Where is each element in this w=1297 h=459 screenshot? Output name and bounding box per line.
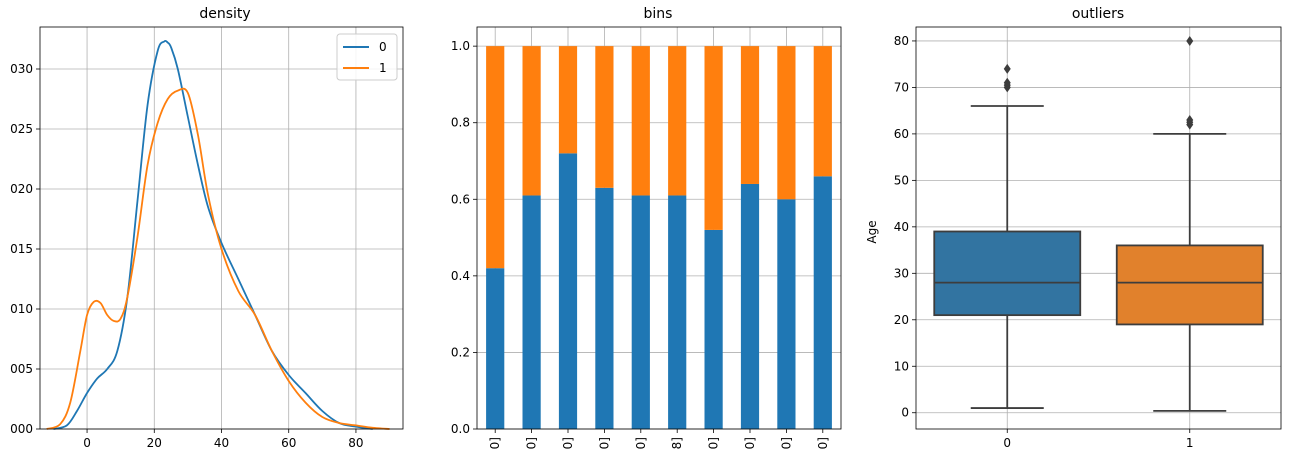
bins-xtick-label-0: 0] — [488, 437, 502, 449]
bins-xtick-label-6: 0] — [707, 437, 721, 449]
outliers-ytick-label-4: 40 — [894, 220, 909, 234]
bins-ytick-label-5: 1.0 — [451, 39, 470, 53]
bins-bar-series-0-2 — [558, 153, 578, 430]
bins-axes-frame — [476, 26, 842, 430]
density-xtick-label-0: 0 — [83, 436, 91, 450]
bins-bar-series-0-9 — [813, 176, 832, 429]
outliers-ytick-label-2: 20 — [894, 313, 909, 327]
bins-bar-series-0-6 — [704, 229, 723, 429]
bins-bar-series-1-7 — [740, 46, 760, 184]
bins-bar-series-0-8 — [777, 199, 796, 429]
density-xtick-label-4: 80 — [348, 436, 363, 450]
outliers-ytick-label-5: 50 — [894, 173, 909, 187]
bins-bar-series-1-1 — [522, 46, 541, 196]
bins-bar-series-1-6 — [704, 46, 723, 230]
outliers-box-1-iqr — [1115, 244, 1264, 326]
legend-label-1: 1 — [379, 61, 387, 75]
bins-bar-series-1-2 — [558, 46, 578, 154]
bins-bar-series-0-3 — [595, 187, 614, 429]
outliers-ytick-label-6: 60 — [894, 127, 909, 141]
density-ytick-label-1: 005 — [10, 362, 33, 376]
bins-title: bins — [644, 6, 673, 22]
bins-bar-series-1-8 — [777, 46, 796, 200]
bins-bar-series-0-1 — [522, 195, 541, 429]
bins-bar-series-0-0 — [486, 268, 505, 429]
bins-xtick-label-2: 0] — [561, 437, 575, 449]
bins-bar-series-0-5 — [668, 195, 687, 429]
outliers-ytick-label-3: 30 — [894, 266, 909, 280]
outliers-box-0-iqr — [933, 230, 1082, 317]
bins-xtick-label-8: 0] — [779, 437, 793, 449]
density-xtick-label-3: 60 — [281, 436, 296, 450]
density-xtick-label-1: 20 — [147, 436, 162, 450]
outliers-title: outliers — [1072, 6, 1124, 22]
bins-bar-series-0-7 — [740, 183, 760, 429]
bins-ytick-label-1: 0.2 — [451, 345, 470, 359]
density-ytick-label-5: 025 — [10, 122, 33, 136]
bins-ytick-label-2: 0.4 — [451, 269, 470, 283]
bins-xtick-label-3: 0] — [597, 437, 611, 449]
density-ytick-label-6: 030 — [10, 62, 33, 76]
density-legend: 0 1 — [336, 33, 398, 81]
density-ytick-label-2: 010 — [10, 302, 33, 316]
bins-xtick-label-7: 0] — [743, 437, 757, 449]
bins-xtick-label-5: 8] — [670, 437, 684, 449]
density-line-series-0 — [53, 39, 373, 430]
density-ytick-label-4: 020 — [10, 182, 33, 196]
bins-bar-series-1-0 — [486, 46, 505, 269]
density-title: density — [199, 6, 250, 22]
bins-bar-series-0-4 — [631, 195, 650, 429]
density-axes-frame — [39, 26, 404, 430]
density-line-series-1 — [46, 87, 390, 430]
density-ytick-label-0: 000 — [10, 422, 33, 436]
outliers-box-1-outlier-3 — [1186, 35, 1194, 46]
bins-bar-series-1-9 — [813, 46, 832, 177]
bins-xtick-label-1: 0] — [525, 437, 539, 449]
outliers-xtick-label-1: 1 — [1186, 436, 1194, 450]
outliers-ylabel: Age — [865, 220, 879, 243]
bins-ytick-label-4: 0.8 — [451, 116, 470, 130]
bins-ytick-label-3: 0.6 — [451, 192, 470, 206]
outliers-ytick-label-7: 70 — [894, 80, 909, 94]
bins-xtick-label-9: 0] — [816, 437, 830, 449]
density-xtick-label-2: 40 — [214, 436, 229, 450]
bins-panel: bins 0] 0] 0] 0] 0] 8] 0] 0] 0] 0] 0.0 0.2 0.4 0.6 0.8… — [451, 6, 842, 449]
density-ytick-label-3: 015 — [10, 242, 33, 256]
outliers-ytick-label-1: 10 — [894, 359, 909, 373]
outliers-ytick-label-0: 0 — [901, 406, 909, 420]
outliers-ytick-label-8: 80 — [894, 34, 909, 48]
outliers-axes-frame — [915, 26, 1282, 430]
bins-xtick-label-4: 0] — [634, 437, 648, 449]
outliers-box-0-outlier-3 — [1003, 63, 1011, 74]
outliers-box-1-outlier-2 — [1186, 114, 1194, 125]
legend-label-0: 0 — [379, 40, 387, 54]
outliers-box-0-outlier-2 — [1003, 77, 1011, 88]
bins-bar-series-1-4 — [631, 46, 650, 196]
bins-ytick-label-0: 0.0 — [451, 422, 470, 436]
bins-bar-series-1-5 — [668, 46, 687, 196]
bins-bar-series-1-3 — [595, 46, 614, 188]
outliers-xtick-label-0: 0 — [1003, 436, 1011, 450]
